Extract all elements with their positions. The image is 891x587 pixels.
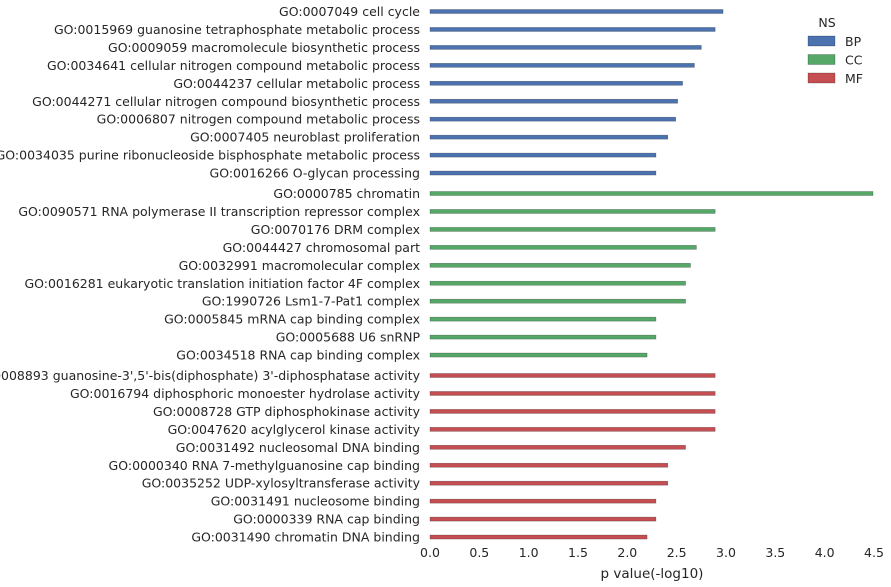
bar-mf-4 xyxy=(429,427,716,432)
x-tick-label: 1.0 xyxy=(519,545,539,560)
bar-bp-1 xyxy=(429,9,724,14)
bar-bp-3 xyxy=(429,45,702,50)
legend-swatch-cc xyxy=(807,54,836,65)
x-axis: 0.0 0.5 1.0 1.5 2.0 2.5 3.0 3.5 4.0 4.5 xyxy=(420,545,884,560)
category-label: GO:0008728 GTP diphosphokinase activity xyxy=(153,404,421,419)
legend-swatch-bp xyxy=(807,35,836,47)
category-label: GO:0034518 RNA cap binding complex xyxy=(176,348,420,363)
category-label: GO:0031491 nucleosome binding xyxy=(211,494,420,509)
category-labels: GO:0007049 cell cycle GO:0015969 guanosin… xyxy=(0,4,421,545)
bar-mf-5 xyxy=(429,444,686,450)
bar-mf-9 xyxy=(429,516,657,522)
category-label: GO:0044427 chromosomal part xyxy=(223,240,420,255)
category-label: GO:0015969 guanosine tetraphosphate meta… xyxy=(54,22,420,37)
bar-mf-8 xyxy=(429,498,657,504)
category-label: GO:0008893 guanosine-3',5'-bis(diphospha… xyxy=(0,368,421,383)
category-label: GO:0016794 diphosphoric monoester hydrol… xyxy=(70,386,421,401)
bar-mf-2 xyxy=(429,391,716,396)
category-label: GO:0000339 RNA cap binding xyxy=(233,512,420,527)
category-label: GO:0031490 chromatin DNA binding xyxy=(191,530,420,545)
bar-mf-10 xyxy=(429,534,648,540)
category-label: GO:0034641 cellular nitrogen compound me… xyxy=(47,58,420,73)
bar-mf-7 xyxy=(429,480,669,486)
category-label: GO:0032991 macromolecular complex xyxy=(179,258,420,273)
x-tick-label: 4.0 xyxy=(815,545,835,560)
legend: NS BP CC MF xyxy=(807,15,863,86)
category-label: GO:1990726 Lsm1-7-Pat1 complex xyxy=(202,294,420,309)
x-tick-label: 4.5 xyxy=(864,545,884,560)
category-label: GO:0005688 U6 snRNP xyxy=(276,330,421,345)
x-axis-label: p value(-log10) xyxy=(601,566,704,582)
category-label: GO:0007405 neuroblast proliferation xyxy=(190,130,420,145)
bar-mf-1 xyxy=(429,373,716,378)
category-label: GO:0016266 O-glycan processing xyxy=(210,166,420,181)
category-label: GO:0005845 mRNA cap binding complex xyxy=(164,312,420,327)
bar-cc-8 xyxy=(429,316,657,322)
bar-bp-4 xyxy=(429,63,695,68)
legend-title: NS xyxy=(818,15,835,30)
category-label: GO:0035252 UDP-xylosyltransferase activi… xyxy=(142,476,421,491)
x-tick-label: 3.0 xyxy=(716,545,736,560)
bar-cc-10 xyxy=(429,352,648,358)
x-tick-label: 3.5 xyxy=(765,545,785,560)
bar-cc-1 xyxy=(429,191,874,196)
bar-cc-9 xyxy=(429,334,657,340)
x-tick-label: 1.5 xyxy=(568,545,588,560)
category-label: GO:0047620 acylglycerol kinase activity xyxy=(168,422,421,437)
category-label: GO:0031492 nucleosomal DNA binding xyxy=(176,440,420,455)
bar-bp-10 xyxy=(429,170,657,176)
legend-swatch-mf xyxy=(807,72,836,84)
bar-cc-6 xyxy=(429,280,686,286)
bar-bp-5 xyxy=(429,81,683,86)
bar-cc-3 xyxy=(429,227,716,232)
category-label: GO:0044237 cellular metabolic process xyxy=(173,76,420,91)
bar-cc-7 xyxy=(429,298,686,304)
category-label: GO:0009059 macromolecule biosynthetic pr… xyxy=(108,40,420,55)
x-tick-label: 2.0 xyxy=(617,545,637,560)
bar-bp-8 xyxy=(429,134,669,140)
bars xyxy=(429,9,874,540)
bar-bp-6 xyxy=(429,98,678,104)
legend-label-bp: BP xyxy=(845,34,862,49)
x-tick-label: 2.5 xyxy=(667,545,687,560)
x-tick-label: 0.5 xyxy=(469,545,489,560)
category-label: GO:0007049 cell cycle xyxy=(279,4,420,19)
category-label: GO:0070176 DRM complex xyxy=(251,222,420,237)
category-label: GO:0000785 chromatin xyxy=(273,186,420,201)
bar-mf-6 xyxy=(429,462,669,468)
category-label: GO:0044271 cellular nitrogen compound bi… xyxy=(32,94,420,109)
category-label: GO:0006807 nitrogen compound metabolic p… xyxy=(97,112,420,127)
bar-bp-2 xyxy=(429,27,716,32)
bar-bp-9 xyxy=(429,152,657,158)
category-label: GO:0090571 RNA polymerase II transcripti… xyxy=(18,204,420,219)
bar-bp-7 xyxy=(429,116,676,122)
bar-cc-4 xyxy=(429,245,697,250)
category-label: GO:0000340 RNA 7-methylguanosine cap bin… xyxy=(109,458,420,473)
legend-label-mf: MF xyxy=(845,71,863,86)
bar-cc-5 xyxy=(429,262,691,268)
category-label: GO:0016281 eukaryotic translation initia… xyxy=(24,276,420,291)
legend-label-cc: CC xyxy=(845,53,863,68)
x-tick-label: 0.0 xyxy=(420,545,440,560)
bar-cc-2 xyxy=(429,209,716,214)
category-label: GO:0034035 purine ribonucleoside bisphos… xyxy=(0,148,420,163)
bar-mf-3 xyxy=(429,409,716,414)
